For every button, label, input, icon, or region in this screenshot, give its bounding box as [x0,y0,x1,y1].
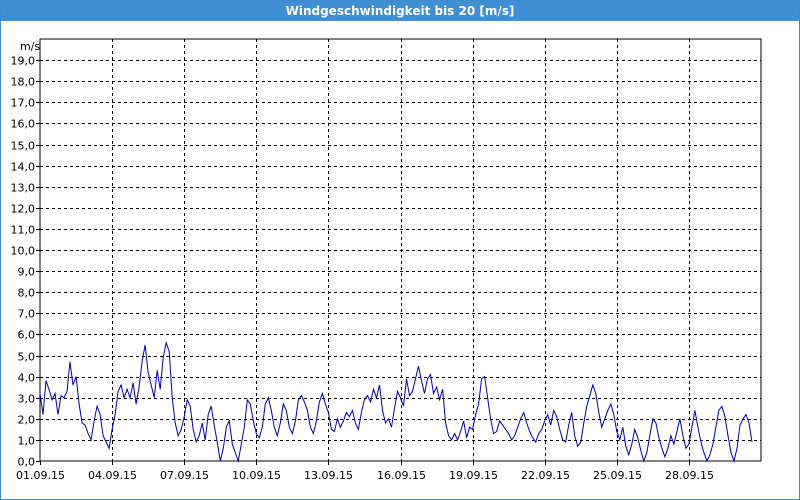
y-tick-label: 15,0 [11,140,36,153]
y-tick-label: 11,0 [11,224,36,237]
wind-speed-series-line [39,340,753,463]
y-tick-label: 19,0 [11,55,36,68]
x-tick-label: 16.09.15 [377,469,426,482]
y-tick-label: 13,0 [11,182,36,195]
y-tick-label: 10,0 [11,245,36,258]
grid-lines [40,39,761,461]
y-tick-label: 5,0 [18,351,36,364]
window-title: Windgeschwindigkeit bis 20 [m/s] [1,1,799,21]
x-tick-label: 04.09.15 [88,469,137,482]
y-tick-label: 8,0 [18,287,36,300]
x-tick-label: 07.09.15 [160,469,209,482]
x-tick-label: 25.09.15 [593,469,642,482]
y-tick-label: 14,0 [11,161,36,174]
x-tick-label: 10.09.15 [232,469,281,482]
y-axis-ticks: 0,0 1,0 2,0 3,0 4,0 5,0 6,0 7,0 8,0 9,0 10,0 11,0 12… [11,55,40,469]
y-tick-label: 17,0 [11,97,36,110]
x-axis-ticks: 01.09.15 04.09.15 07.09.15 10.09.15 13.09.15… [16,461,714,482]
y-tick-label: 9,0 [18,266,36,279]
y-tick-label: 4,0 [18,372,36,385]
x-tick-label: 22.09.15 [521,469,570,482]
x-tick-label: 13.09.15 [304,469,353,482]
y-axis-unit-label: m/s [20,40,40,53]
x-tick-label: 01.09.15 [16,469,65,482]
y-tick-label: 0,0 [18,456,36,469]
y-tick-label: 3,0 [18,393,36,406]
y-tick-label: 7,0 [18,308,36,321]
y-tick-label: 16,0 [11,118,36,131]
y-tick-label: 12,0 [11,203,36,216]
x-tick-label: 28.09.15 [665,469,714,482]
y-tick-label: 2,0 [18,414,36,427]
y-tick-label: 18,0 [11,76,36,89]
y-tick-label: 6,0 [18,329,36,342]
y-tick-label: 1,0 [18,435,36,448]
x-tick-label: 19.09.15 [449,469,498,482]
